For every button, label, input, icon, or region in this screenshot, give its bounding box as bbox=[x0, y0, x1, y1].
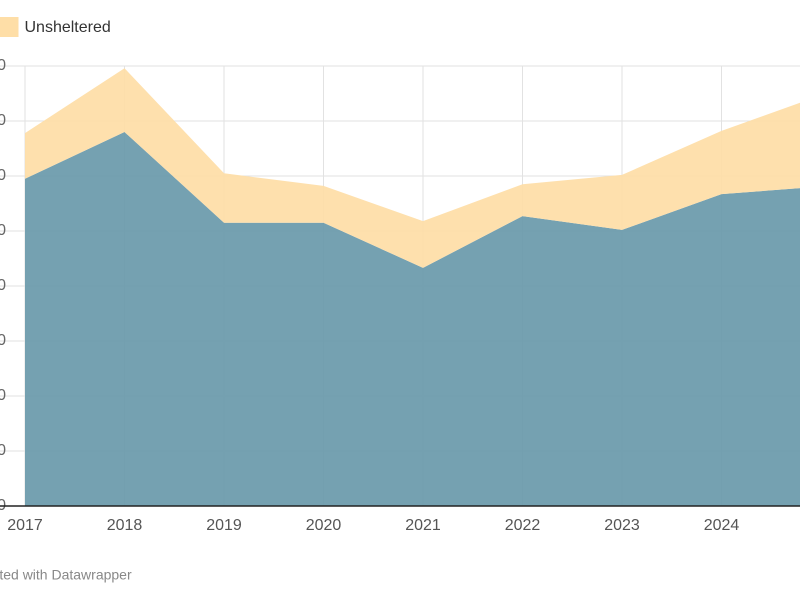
x-tick-label: 2021 bbox=[405, 517, 441, 534]
area bbox=[25, 68, 800, 268]
source-note: Created with Datawrapper bbox=[0, 567, 132, 583]
x-tick-label: 2018 bbox=[107, 517, 143, 534]
y-tick-label: 100 bbox=[0, 442, 6, 459]
x-tick-label: 2020 bbox=[306, 517, 342, 534]
area bbox=[25, 132, 800, 506]
x-tick-label: 2019 bbox=[206, 517, 242, 534]
areas bbox=[25, 68, 800, 506]
x-tick-label: 2017 bbox=[7, 517, 43, 534]
y-tick-label: 600 bbox=[0, 167, 6, 184]
x-tick-label: 2022 bbox=[505, 517, 541, 534]
y-tick-label: 700 bbox=[0, 112, 6, 129]
y-tick-label: 200 bbox=[0, 387, 6, 404]
x-tick-label: 2023 bbox=[604, 517, 640, 534]
y-tick-label: 300 bbox=[0, 332, 6, 349]
legend-swatch bbox=[0, 17, 19, 37]
y-tick-label: 400 bbox=[0, 277, 6, 294]
axes: 0100200300400500600700800201720182019202… bbox=[0, 57, 800, 534]
legend-label: Unsheltered bbox=[25, 19, 111, 36]
y-tick-label: 800 bbox=[0, 57, 6, 74]
legend: ShelteredUnsheltered bbox=[0, 17, 111, 37]
x-tick-label: 2024 bbox=[704, 517, 740, 534]
y-tick-label: 500 bbox=[0, 222, 6, 239]
